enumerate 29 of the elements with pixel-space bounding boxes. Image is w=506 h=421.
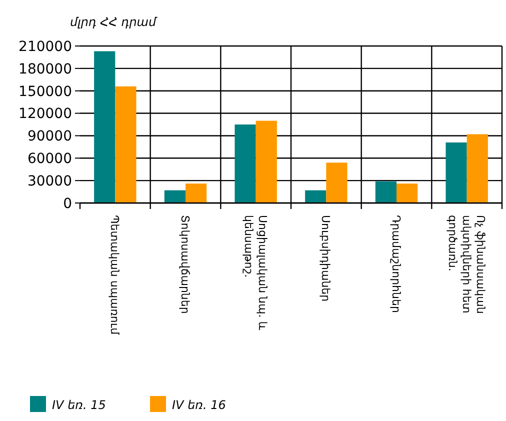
bar [396, 184, 418, 203]
y-tick-label: 0 [63, 196, 72, 212]
bar [115, 86, 136, 203]
bar [466, 134, 488, 203]
y-tick-label: 210000 [18, 38, 72, 55]
bar [375, 181, 396, 203]
x-tick-label: Ոչ ֆինանսական ակտիվների հետ գործառն. [446, 215, 487, 314]
bar [234, 124, 256, 203]
bar [94, 51, 116, 203]
legend-label: IV եռ. 15 [52, 398, 106, 412]
bar [186, 184, 207, 203]
y-tick-label: 180000 [18, 61, 72, 78]
bar [256, 120, 277, 203]
y-tick-label: 120000 [18, 106, 72, 122]
y-axis-title: մլրդ ՀՀ դրամ [70, 15, 158, 29]
bar [305, 190, 326, 203]
y-tick-label: 30000 [27, 173, 72, 190]
x-tick-label: Սուբսիդիաներ [319, 215, 332, 302]
y-tick-label: 60000 [27, 151, 72, 168]
y-tick-label: 150000 [18, 84, 72, 100]
x-tick-label: Պետական սպառում [108, 215, 122, 336]
bar [164, 190, 186, 203]
y-tick-label: 90000 [27, 128, 72, 145]
x-tick-label: Տոկոսավճարներ [178, 215, 192, 314]
legend-label: IV եռ. 16 [172, 398, 226, 412]
bar [446, 142, 467, 203]
x-tick-label: Սոցիալական նպ. և կենսաթոշ. [242, 215, 269, 330]
x-tick-label: Դրամաշնորհներ [390, 215, 402, 313]
bar [326, 162, 348, 203]
